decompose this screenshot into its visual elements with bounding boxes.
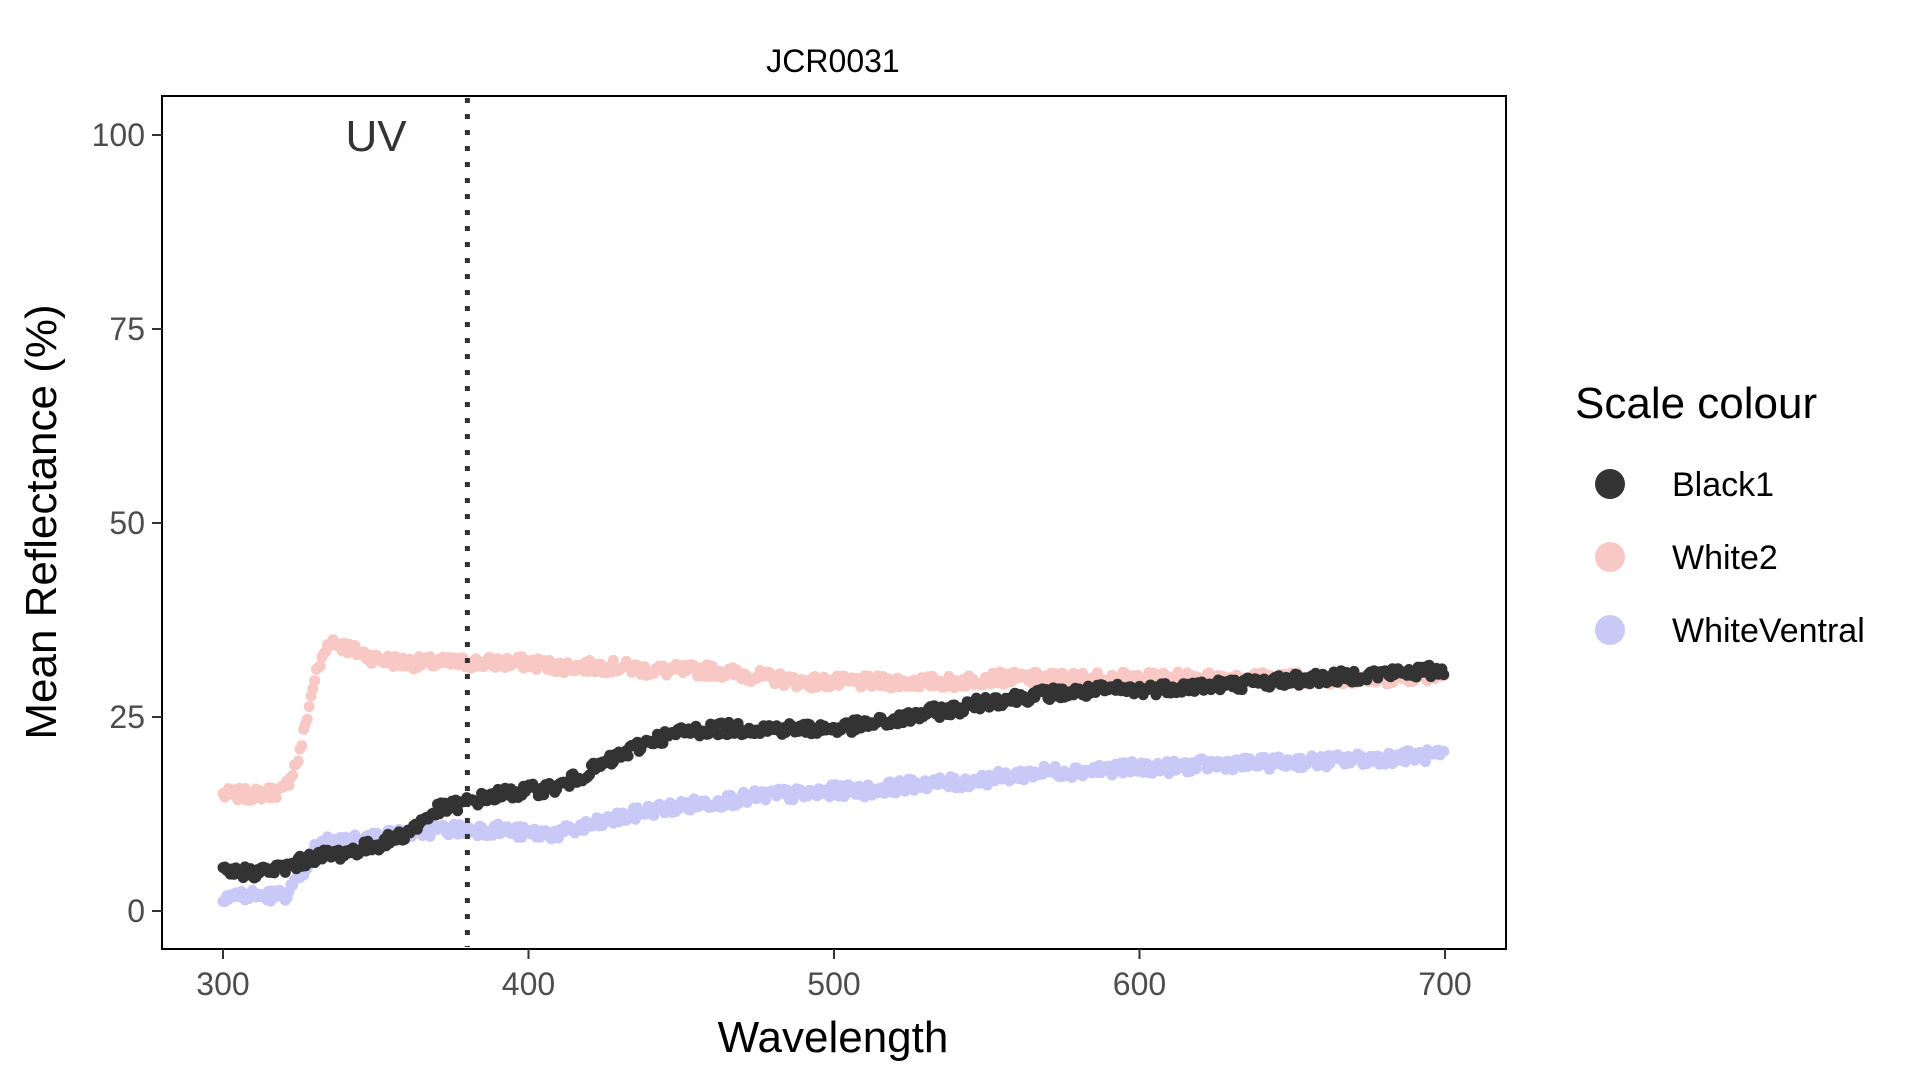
y-tick-label: 100 bbox=[92, 117, 145, 153]
data-point bbox=[292, 755, 304, 767]
y-tick-label: 25 bbox=[109, 699, 145, 735]
data-points-layer bbox=[217, 634, 1450, 908]
y-tick-label: 75 bbox=[109, 311, 145, 347]
data-point bbox=[424, 830, 436, 842]
y-tick-label: 0 bbox=[127, 893, 145, 929]
data-point bbox=[301, 713, 313, 725]
data-point bbox=[296, 740, 308, 752]
data-point bbox=[314, 660, 326, 672]
data-point bbox=[622, 750, 634, 762]
legend-label: White2 bbox=[1672, 539, 1778, 577]
legend-key-whiteventral bbox=[1595, 615, 1625, 645]
data-point bbox=[607, 655, 619, 666]
x-tick-label: 500 bbox=[807, 966, 860, 1002]
series-black1 bbox=[217, 659, 1450, 884]
data-point bbox=[270, 792, 282, 804]
series-whiteventral bbox=[217, 744, 1450, 908]
x-axis-title: Wavelength bbox=[718, 1013, 949, 1062]
legend-key-white2 bbox=[1595, 542, 1625, 572]
data-point bbox=[287, 770, 299, 781]
legend: Scale colour Black1 White2 WhiteVentral bbox=[1575, 379, 1865, 650]
legend-label: WhiteVentral bbox=[1672, 612, 1865, 650]
uv-annotation: UV bbox=[345, 112, 407, 161]
legend-key-black1 bbox=[1595, 469, 1625, 499]
chart-title: JCR0031 bbox=[766, 43, 899, 79]
x-tick-label: 300 bbox=[196, 966, 249, 1002]
x-tick-label: 600 bbox=[1113, 966, 1166, 1002]
y-tick-label: 50 bbox=[109, 505, 145, 541]
data-point bbox=[303, 701, 315, 713]
data-point bbox=[309, 675, 321, 687]
data-point bbox=[1348, 665, 1360, 677]
data-point bbox=[1438, 745, 1450, 757]
x-axis: 300 400 500 600 700 bbox=[196, 949, 1472, 1002]
data-point bbox=[1236, 684, 1248, 696]
legend-label: Black1 bbox=[1672, 466, 1774, 504]
data-point bbox=[1190, 763, 1202, 775]
data-point bbox=[1049, 761, 1061, 772]
x-tick-label: 400 bbox=[502, 966, 555, 1002]
y-axis-title: Mean Reflectance (%) bbox=[17, 304, 66, 739]
data-point bbox=[1438, 669, 1450, 681]
y-axis: 0 25 50 75 100 bbox=[92, 117, 162, 929]
legend-title: Scale colour bbox=[1575, 379, 1817, 428]
data-point bbox=[452, 805, 464, 817]
x-tick-label: 700 bbox=[1418, 966, 1471, 1002]
